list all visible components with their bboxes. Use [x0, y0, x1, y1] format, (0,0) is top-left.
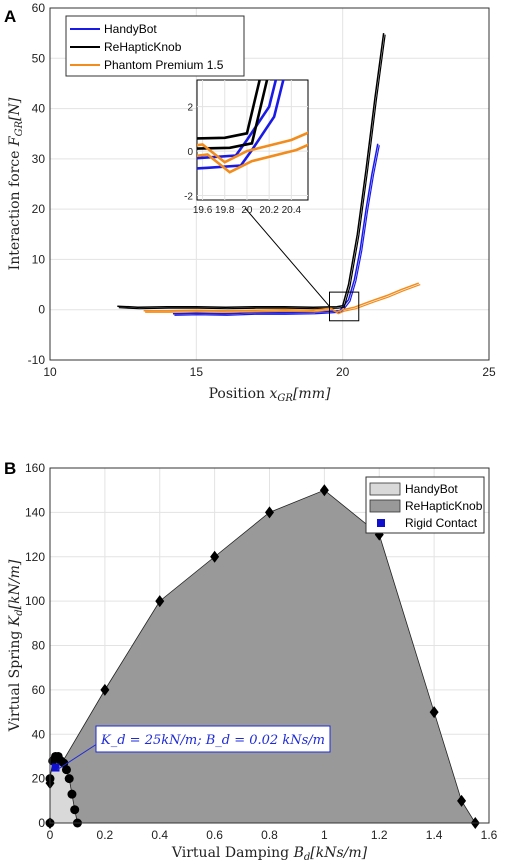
y-tick-label: 100 — [25, 594, 45, 608]
x-tick-label: 1 — [321, 828, 328, 842]
inset-x-tick-label: 20.4 — [282, 205, 302, 216]
legend-label-0: HandyBot — [405, 482, 458, 496]
plot-frame — [49, 7, 490, 361]
x-tick-label: 15 — [190, 365, 204, 379]
x-axis-label: Position xGR[mm] — [209, 386, 331, 404]
x-tick-label: 0 — [47, 828, 54, 842]
inset-series-return-2 — [197, 143, 308, 174]
y-tick-label: 120 — [25, 550, 45, 564]
annotation-leader — [57, 741, 101, 770]
point-handybot — [64, 774, 74, 784]
series-line-1 — [117, 33, 385, 308]
legend-label-1: ReHapticKnob — [405, 499, 483, 513]
point-rehapticknob — [319, 484, 329, 497]
annotation-text: K_d = 25kN/m; B_d = 0.02 kNs/m — [100, 733, 325, 748]
y-tick-label: -10 — [28, 353, 46, 367]
y-tick-label: 0 — [38, 816, 45, 830]
point-rehapticknob — [457, 794, 467, 807]
annotation-box — [95, 725, 331, 753]
inset-x-tick-label: 19.8 — [215, 205, 235, 216]
y-tick-label: 40 — [32, 727, 46, 741]
inset-x-tick-label: 20.2 — [259, 205, 279, 216]
zoom-connector — [244, 207, 330, 307]
x-tick-label: 1.2 — [371, 828, 388, 842]
point-rehapticknob — [155, 595, 165, 608]
y-tick-label: 10 — [32, 252, 46, 266]
y-tick-label: 50 — [32, 51, 46, 65]
plot-frame — [49, 467, 490, 824]
x-tick-label: 0.6 — [206, 828, 223, 842]
legend-label-1: ReHapticKnob — [104, 40, 182, 54]
inset-y-tick-label: -2 — [184, 192, 193, 203]
legend-swatch-1 — [369, 499, 401, 513]
y-tick-label: 140 — [25, 505, 45, 519]
x-axis-label: Virtual Damping Bd[kNs/m] — [171, 845, 368, 863]
legend-label-2: Rigid Contact — [405, 516, 478, 530]
x-tick-label: 0.4 — [151, 828, 168, 842]
y-tick-label: 20 — [32, 202, 46, 216]
x-tick-label: 1.6 — [481, 828, 498, 842]
point-handybot — [70, 805, 80, 815]
y-tick-label: 60 — [32, 1, 46, 15]
y-tick-label: 0 — [38, 303, 45, 317]
inset-series-line-2 — [197, 131, 308, 164]
inset-series-group — [197, 80, 308, 174]
legend-label-2: Phantom Premium 1.5 — [104, 58, 224, 72]
y-axis-label: Interaction force FGR[N] — [7, 97, 25, 270]
series-line-return-2 — [145, 284, 421, 315]
point-rehapticknob — [429, 706, 439, 719]
x-tick-label: 1.4 — [426, 828, 443, 842]
legend-swatch-0 — [369, 482, 401, 496]
y-tick-label: 40 — [32, 102, 46, 116]
series-line-2 — [143, 282, 420, 314]
legend-swatch-2 — [377, 519, 385, 527]
legend-b: HandyBot ReHapticKnob Rigid Contact — [365, 476, 485, 534]
point-handybot — [61, 765, 71, 775]
y-tick-label: 30 — [32, 152, 46, 166]
point-rehapticknob — [210, 550, 220, 563]
y-tick-label: 60 — [32, 683, 46, 697]
inset-y-tick-label: 2 — [187, 103, 193, 114]
x-tick-label: 25 — [482, 365, 496, 379]
inset-x-tick-label: 19.6 — [193, 205, 213, 216]
y-tick-label: 80 — [32, 639, 46, 653]
x-tick-label: 0.8 — [261, 828, 278, 842]
inset-y-tick-label: 0 — [187, 147, 193, 158]
legend-label-0: HandyBot — [104, 22, 157, 36]
panel-b-plot: 0 0.2 0.4 0.6 0.8 1 1.2 1.4 1.6 0 20 40 60 80 100 120 14… — [7, 461, 498, 863]
inset-x-tick-label: 20 — [241, 205, 253, 216]
panel-b-letter: B — [4, 459, 16, 478]
series-line-return-1 — [118, 34, 386, 310]
point-rehapticknob — [100, 683, 110, 696]
x-tick-label: 0.2 — [97, 828, 114, 842]
y-tick-label: 160 — [25, 461, 45, 475]
y-axis-label: Virtual Spring Kd[kN/m] — [7, 559, 25, 732]
point-rehapticknob — [265, 506, 274, 519]
panel-a-letter: A — [4, 7, 16, 26]
legend-a: HandyBot ReHapticKnob Phantom Premium 1.5 — [65, 15, 245, 77]
point-rigid-contact — [51, 763, 60, 772]
point-handybot — [67, 789, 77, 799]
x-tick-label: 20 — [336, 365, 350, 379]
x-tick-label: 10 — [43, 365, 57, 379]
y-tick-label: 20 — [32, 772, 46, 786]
